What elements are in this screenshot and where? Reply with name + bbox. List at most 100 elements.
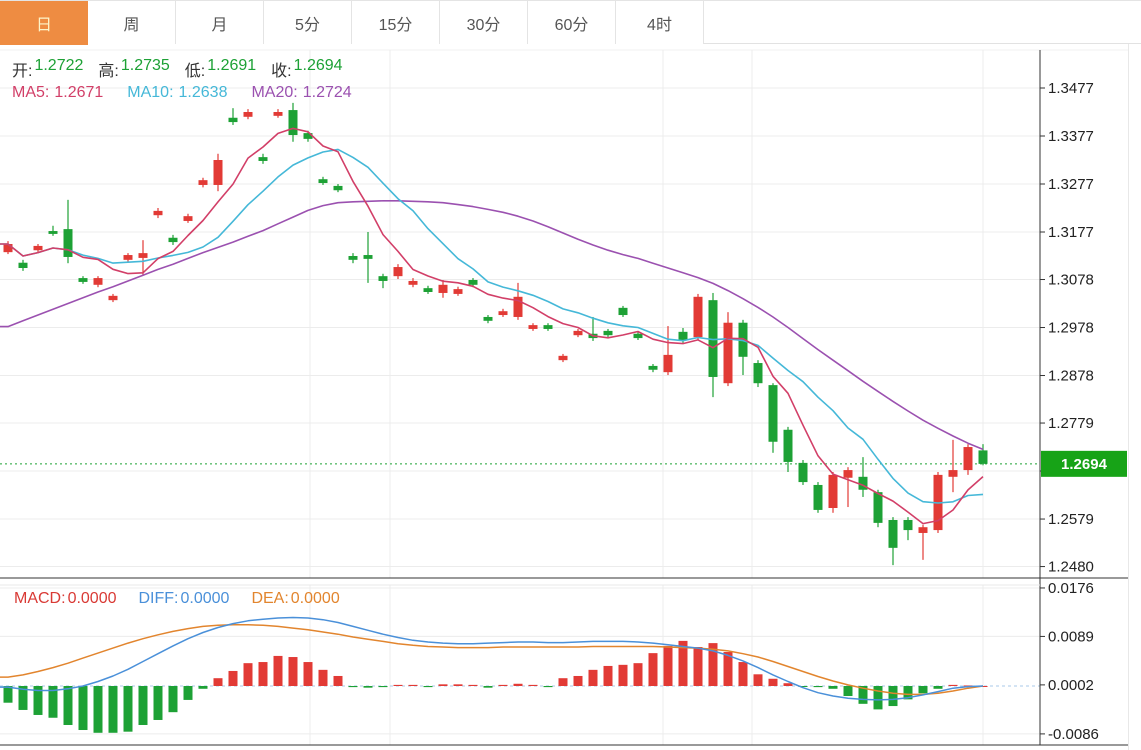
macd-bar (828, 686, 838, 689)
axis-tick-label: 1.3277 (1048, 176, 1094, 193)
candle-body (708, 300, 718, 377)
high-value: 1.2735 (120, 57, 170, 74)
macd-bar (573, 675, 583, 686)
price-badge-bg (1041, 450, 1127, 477)
candle-body (663, 354, 673, 373)
macd-bar (648, 653, 658, 686)
candle-body (918, 527, 928, 533)
candle-body (543, 325, 553, 329)
low-label: 低: (184, 63, 206, 80)
candle-body (858, 476, 868, 490)
close-value: 1.2694 (293, 57, 343, 74)
ma-legend: MA5: 1.2671 MA10: 1.2638 MA20: 1.2724 (12, 84, 352, 102)
macd-legend: MACD: 0.0000 DIFF: 0.0000 DEA: 0.0000 (14, 590, 340, 608)
ma10-label: MA10: (127, 84, 174, 101)
candle-body (573, 330, 583, 336)
macd-bar (483, 686, 493, 688)
candle-body (678, 331, 688, 340)
macd-bar (18, 686, 28, 710)
candle-body (63, 229, 73, 257)
macd-bar (108, 686, 118, 733)
ma10-legend: MA10: 1.2638 (127, 84, 227, 102)
candle-body (483, 316, 493, 321)
axis-tick-label: -0.0086 (1048, 726, 1099, 743)
ma10-value: 1.2638 (178, 84, 228, 101)
candle-body (78, 278, 88, 282)
macd-bar (768, 678, 778, 686)
high-label: 高: (98, 63, 119, 80)
axis-tick-label: 1.2779 (1048, 415, 1094, 432)
candle-body (153, 210, 163, 216)
macd-bar (378, 686, 388, 688)
macd-bar (873, 686, 883, 710)
macd-bar (228, 670, 238, 686)
candle-body (603, 330, 613, 336)
low-value: 1.2691 (207, 57, 257, 74)
current-price-badge: 1.2694 (1041, 450, 1127, 477)
candle-body (213, 160, 223, 185)
dea-label: DEA: (251, 590, 289, 607)
macd-bar (63, 686, 73, 725)
ma5-label: MA5: (12, 84, 50, 101)
tab-60min[interactable]: 60分 (528, 1, 616, 44)
tab-5min[interactable]: 5分 (264, 1, 352, 44)
candle-body (228, 117, 238, 123)
candle-body (123, 255, 133, 260)
candle-body (978, 450, 988, 464)
ohlc-close: 收: 1.2694 (271, 57, 342, 81)
dea-line (0, 623, 984, 696)
macd-bar (408, 684, 418, 686)
ohlc-readout: 开: 1.2722 高: 1.2735 低: 1.2691 收: 1.2694 (12, 57, 343, 81)
axis-tick-label: 1.2579 (1048, 511, 1094, 528)
tab-4hour[interactable]: 4时 (616, 1, 704, 44)
macd-bar (363, 686, 373, 688)
candle-body (93, 278, 103, 285)
tab-15min[interactable]: 15分 (352, 1, 440, 44)
macd-bar (813, 686, 823, 688)
macd-bar (903, 686, 913, 700)
macd-bar (93, 686, 103, 733)
macd-bar (273, 655, 283, 686)
macd-bar (513, 683, 523, 686)
tab-day[interactable]: 日 (0, 1, 88, 45)
axis-tick-label: 0.0176 (1048, 580, 1094, 597)
macd-bar (198, 686, 208, 689)
macd-histogram (3, 640, 988, 733)
macd-bar (78, 686, 88, 731)
macd-bar (3, 686, 13, 703)
close-label: 收: (271, 63, 292, 80)
macd-bar (933, 686, 943, 689)
open-label: 开: (12, 63, 33, 80)
candle-body (168, 237, 178, 243)
tab-30min[interactable]: 30分 (440, 1, 528, 44)
macd-bar (603, 665, 613, 686)
candle-body (273, 112, 283, 116)
axis-tick-label: 1.2878 (1048, 368, 1094, 385)
candle-body (33, 245, 43, 251)
candlestick-series (3, 102, 988, 566)
macd-bar (468, 684, 478, 686)
ma10-line (0, 148, 984, 504)
axis-tick-label: 1.3177 (1048, 224, 1094, 241)
ohlc-open: 开: 1.2722 (12, 57, 83, 81)
macd-bar (438, 684, 448, 686)
ohlc-low: 低: 1.2691 (185, 57, 256, 81)
macd-bar (888, 686, 898, 707)
macd-bar (153, 686, 163, 720)
tab-week[interactable]: 周 (88, 1, 176, 44)
right-page-border (1128, 44, 1129, 750)
tab-month[interactable]: 月 (176, 1, 264, 44)
diff-value-legend: DIFF: 0.0000 (139, 590, 230, 608)
candle-body (243, 112, 253, 117)
macd-bar (543, 686, 553, 688)
macd-value-legend: MACD: 0.0000 (14, 590, 117, 608)
ma5-line (0, 127, 984, 525)
macd-bar (183, 686, 193, 700)
macd-bar (528, 684, 538, 686)
candle-body (333, 185, 343, 191)
macd-bar (858, 686, 868, 704)
macd-bar (303, 662, 313, 686)
macd-bar (558, 678, 568, 686)
diff-line (0, 616, 984, 701)
